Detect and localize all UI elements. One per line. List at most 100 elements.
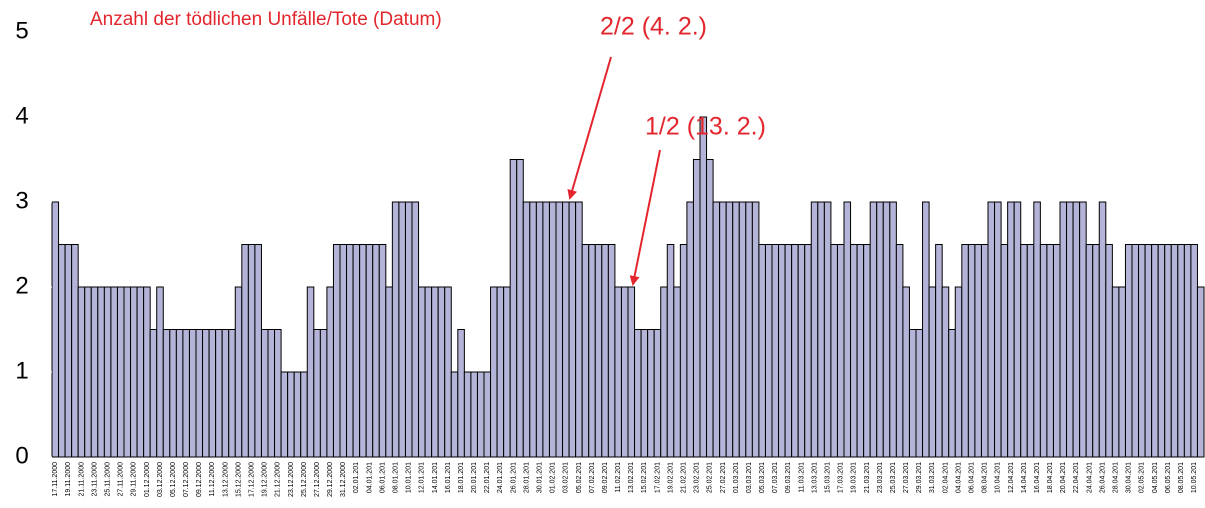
x-tick-label: 10.04.201 bbox=[995, 462, 1002, 493]
bar bbox=[850, 244, 858, 458]
chart-title: Anzahl der tödlichen Unfälle/Tote (Datum… bbox=[90, 9, 442, 30]
bar bbox=[679, 244, 688, 458]
bar bbox=[1072, 201, 1081, 458]
bar bbox=[1000, 244, 1009, 458]
bar bbox=[620, 286, 629, 458]
bar bbox=[817, 201, 825, 458]
bar bbox=[143, 286, 151, 458]
x-tick-label: 05.12.2000 bbox=[170, 462, 177, 497]
bar bbox=[928, 286, 937, 458]
x-tick-label: 27.03.201 bbox=[903, 462, 910, 493]
x-tick-label: 19.03.201 bbox=[851, 462, 858, 493]
bar bbox=[967, 244, 976, 458]
x-tick-label: 07.03.201 bbox=[772, 462, 779, 493]
bar bbox=[503, 286, 511, 458]
x-tick-label: 23.03.201 bbox=[877, 462, 884, 493]
bar bbox=[195, 329, 204, 458]
bar bbox=[162, 329, 171, 458]
annotation-arrow bbox=[567, 56, 612, 200]
bar bbox=[830, 244, 838, 458]
bar bbox=[601, 244, 609, 458]
bar bbox=[673, 286, 681, 458]
bar bbox=[876, 201, 884, 458]
x-tick-label: 09.12.2000 bbox=[196, 462, 203, 497]
x-tick-label: 25.03.201 bbox=[890, 462, 897, 493]
x-tick-label: 25.11.2000 bbox=[104, 462, 111, 497]
bar bbox=[346, 244, 354, 458]
bar bbox=[1124, 244, 1133, 458]
bar bbox=[215, 329, 223, 458]
bar bbox=[666, 244, 675, 458]
bars bbox=[51, 116, 1205, 458]
bar bbox=[444, 286, 452, 458]
bar bbox=[902, 286, 910, 458]
x-tick-label: 25.02.201 bbox=[707, 462, 714, 493]
x-tick-label: 17.02.201 bbox=[654, 462, 661, 493]
bar bbox=[823, 201, 832, 458]
bar bbox=[90, 286, 99, 458]
x-tick-label: 19.12.2000 bbox=[262, 462, 269, 497]
bar bbox=[483, 371, 492, 458]
bar bbox=[1157, 244, 1166, 458]
bar bbox=[614, 286, 622, 458]
x-tick-label: 26.04.201 bbox=[1099, 462, 1106, 493]
bar bbox=[804, 244, 812, 458]
bar bbox=[116, 286, 125, 458]
bar bbox=[529, 201, 537, 458]
x-tick-label: 08.01.201 bbox=[392, 462, 399, 493]
x-tick-label: 16.04.201 bbox=[1034, 462, 1041, 493]
bar bbox=[103, 286, 112, 458]
bar bbox=[961, 244, 969, 458]
bar bbox=[948, 329, 956, 458]
bar bbox=[863, 244, 871, 458]
y-tick-label: 5 bbox=[15, 17, 28, 44]
bar bbox=[994, 201, 1002, 458]
x-tick-label: 12.04.201 bbox=[1008, 462, 1015, 493]
bar bbox=[922, 201, 930, 458]
x-tick-label: 30.01.201 bbox=[536, 462, 543, 493]
x-tick-label: 06.04.201 bbox=[968, 462, 975, 493]
bar bbox=[241, 244, 249, 458]
bar bbox=[915, 329, 924, 458]
bar bbox=[562, 201, 570, 458]
bar bbox=[77, 286, 86, 458]
x-tick-label: 18.01.201 bbox=[458, 462, 465, 493]
bar bbox=[385, 286, 393, 458]
bar bbox=[522, 201, 531, 458]
x-tick-label: 05.02.201 bbox=[576, 462, 583, 493]
bar bbox=[359, 244, 367, 458]
x-tick-label: 17.03.201 bbox=[838, 462, 845, 493]
bar bbox=[1066, 201, 1074, 458]
x-tick-label: 21.12.2000 bbox=[275, 462, 282, 497]
x-tick-label: 03.03.201 bbox=[746, 462, 753, 493]
bar bbox=[980, 244, 989, 458]
x-tick-label: 15.02.201 bbox=[641, 462, 648, 493]
x-tick-label: 23.12.2000 bbox=[288, 462, 295, 497]
x-tick-label: 20.04.201 bbox=[1060, 462, 1067, 493]
bar bbox=[418, 286, 426, 458]
bar bbox=[1007, 201, 1015, 458]
x-tick-label: 01.03.201 bbox=[733, 462, 740, 493]
x-tick-label: 22.04.201 bbox=[1073, 462, 1080, 493]
x-tick-label: 27.11.2000 bbox=[118, 462, 125, 497]
x-tick-label: 18.04.201 bbox=[1047, 462, 1054, 493]
bar bbox=[1151, 244, 1159, 458]
x-tick-label: 26.01.201 bbox=[510, 462, 517, 493]
x-tick-label: 11.02.201 bbox=[615, 462, 622, 493]
bar bbox=[228, 329, 236, 458]
x-tick-label: 24.01.201 bbox=[497, 462, 504, 493]
bar bbox=[1164, 244, 1172, 458]
bar bbox=[732, 201, 740, 458]
bar bbox=[1033, 201, 1041, 458]
bar bbox=[627, 286, 636, 458]
bar bbox=[568, 201, 577, 458]
x-tick-label: 12.01.201 bbox=[419, 462, 426, 493]
y-tick-label: 0 bbox=[15, 442, 28, 469]
bar bbox=[771, 244, 780, 458]
bar bbox=[706, 159, 714, 458]
x-tick-label: 29.03.201 bbox=[916, 462, 923, 493]
bar bbox=[450, 371, 459, 458]
bar bbox=[1131, 244, 1140, 458]
x-tick-label: 08.05.201 bbox=[1178, 462, 1185, 493]
bar bbox=[64, 244, 73, 458]
